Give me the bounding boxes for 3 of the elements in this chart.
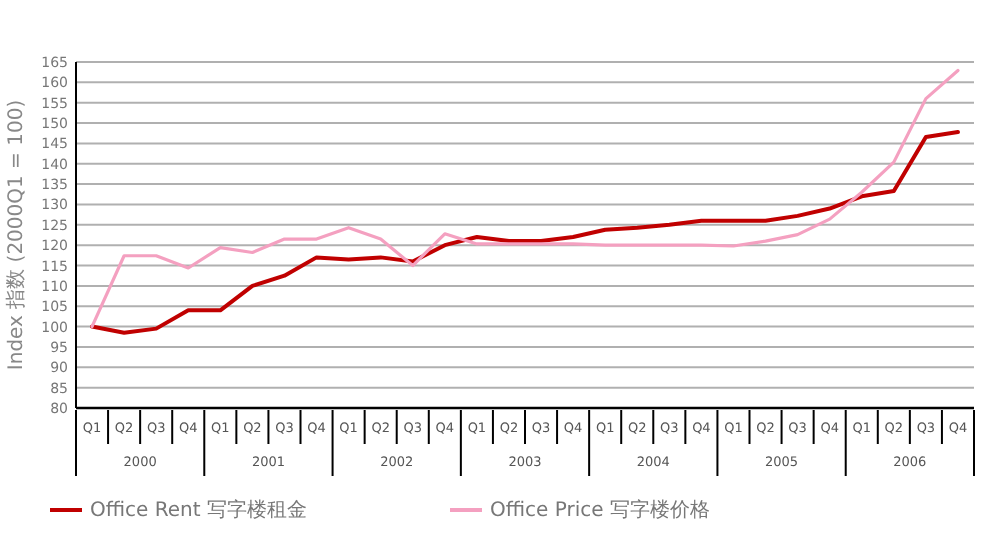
legend-label: Office Rent 写字楼租金	[90, 498, 307, 522]
y-axis-title: Index 指数 (2000Q1 = 100)	[4, 99, 28, 371]
legend-label: Office Price 写字楼价格	[490, 498, 710, 522]
